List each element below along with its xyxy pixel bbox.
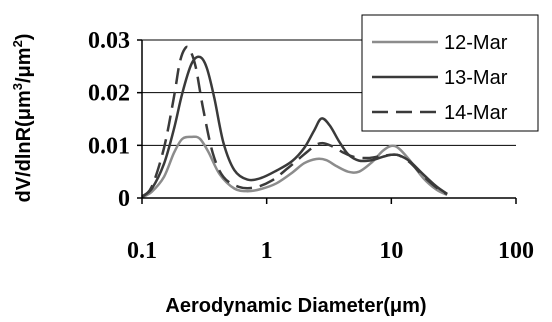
legend-label-1: 13-Mar xyxy=(444,67,508,89)
legend-box xyxy=(361,14,539,132)
y-axis-title: dV/dlnR(μm3/μm2) xyxy=(10,34,35,203)
y-axis-title-prefix: dV/dlnR( xyxy=(13,120,35,203)
x-tick-label-3: 100 xyxy=(498,238,534,264)
y-axis-title-mid: / xyxy=(13,77,35,83)
series-line-14-mar xyxy=(141,45,448,198)
axes xyxy=(141,40,516,199)
series-lines xyxy=(141,45,448,199)
y-tick-label-2: 0.02 xyxy=(88,81,130,107)
y-axis-title-exp1: 3 xyxy=(10,83,25,90)
legend-label-2: 14-Mar xyxy=(444,102,508,124)
y-axis-title-suffix: ) xyxy=(13,34,35,41)
x-ticks: 0.1 1 10 100 xyxy=(127,198,534,264)
legend-label-0: 12-Mar xyxy=(444,32,508,54)
y-axis-title-exp2: 2 xyxy=(10,40,25,47)
x-tick-label-0: 0.1 xyxy=(127,238,157,264)
y-tick-label-1: 0.01 xyxy=(88,133,130,159)
series-line-12-mar xyxy=(141,135,448,199)
y-tick-label-0: 0 xyxy=(118,186,130,212)
y-ticks: 0 0.01 0.02 0.03 xyxy=(88,28,142,212)
x-tick-label-2: 10 xyxy=(379,238,403,264)
legend: 12-Mar 13-Mar 14-Mar xyxy=(361,14,539,132)
x-axis-title: Aerodynamic Diameter(μm) xyxy=(165,295,426,317)
y-tick-label-3: 0.03 xyxy=(88,28,130,54)
y-axis-title-unit2: μm xyxy=(13,47,35,77)
y-axis-title-unit1: μm xyxy=(13,90,35,120)
x-tick-label-1: 1 xyxy=(261,238,273,264)
